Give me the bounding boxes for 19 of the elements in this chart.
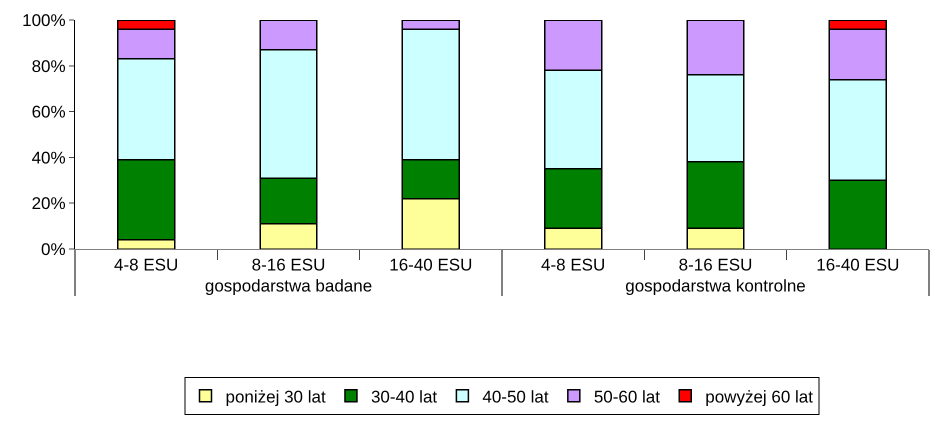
y-tick-label: 100% — [22, 10, 66, 30]
y-tick-label: 0% — [41, 240, 66, 259]
legend-label: 50-60 lat — [594, 387, 660, 406]
x-tick-label: 4-8 ESU — [541, 255, 606, 274]
y-tick-label: 40% — [32, 148, 66, 168]
y-tick-label: 80% — [32, 56, 66, 76]
x-tick-label: 8-16 ESU — [678, 255, 752, 274]
y-tick-label: 20% — [32, 194, 66, 214]
x-tick-label: 4-8 ESU — [114, 255, 178, 274]
x-tick-label: 16-40 ESU — [816, 255, 900, 274]
x-tick-label: 16-40 ESU — [389, 255, 472, 274]
legend-label: 40-50 lat — [482, 387, 549, 406]
text: gospodarstwa badane — [204, 276, 372, 296]
legend-label: 30-40 lat — [370, 387, 438, 406]
x-tick-label: 8-16 ESU — [252, 255, 326, 274]
legend-label: poniżej 30 lat — [226, 387, 326, 406]
text: gospodarstwa kontrolne — [625, 276, 806, 296]
y-tick-label: 60% — [32, 102, 66, 122]
legend-label: powyżej 60 lat — [705, 387, 814, 406]
